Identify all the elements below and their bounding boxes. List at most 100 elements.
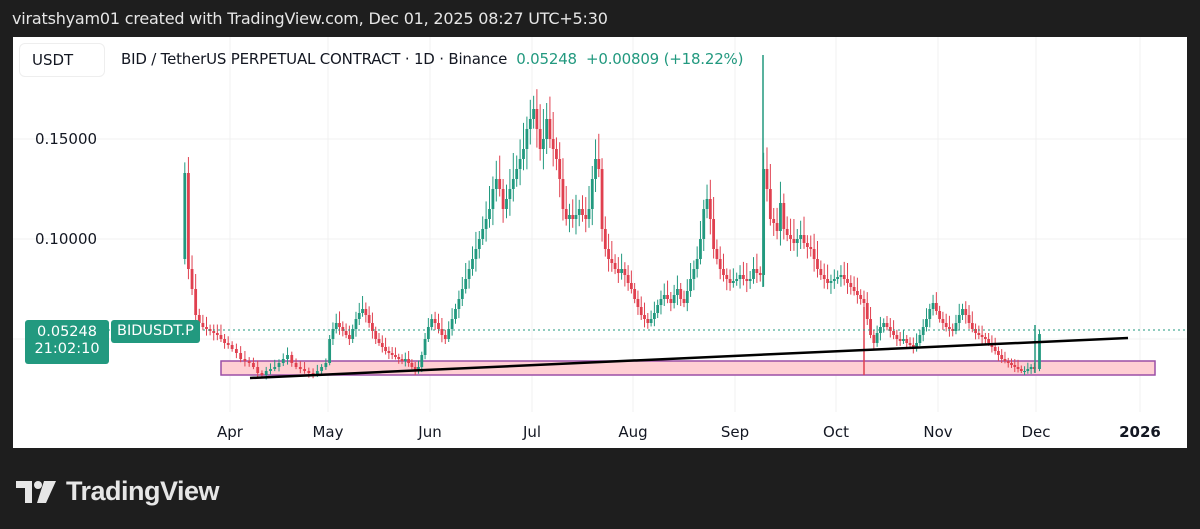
candle-down: [437, 323, 440, 329]
candle-down: [390, 353, 394, 355]
candle-down: [725, 275, 729, 279]
candle-down: [247, 361, 251, 363]
candle-down: [765, 169, 769, 189]
candle-down: [941, 319, 945, 323]
candle-up: [264, 371, 268, 375]
candle-down: [789, 235, 792, 239]
candle-up: [481, 229, 485, 239]
candle-down: [1013, 365, 1017, 367]
candle-down: [938, 311, 942, 319]
tradingview-brand[interactable]: TradingView: [16, 476, 220, 507]
candle-down: [538, 129, 542, 149]
chart-panel[interactable]: USDT BID / TetherUS PERPETUAL CONTRACT ·…: [13, 37, 1187, 448]
candle-down: [626, 275, 630, 283]
candle-up: [954, 323, 958, 331]
candle-up: [735, 279, 739, 281]
candle-down: [859, 295, 863, 299]
candle-up: [286, 355, 289, 359]
candle-down: [885, 323, 889, 327]
candle-up: [1026, 369, 1030, 371]
candle-down: [993, 347, 997, 351]
candle-down: [898, 339, 902, 341]
candle-down: [384, 347, 387, 351]
candle-down: [190, 269, 194, 289]
candle-up: [403, 359, 407, 361]
candle-down: [970, 323, 974, 329]
candle-up: [568, 215, 571, 219]
x-tick-label: Dec: [1021, 423, 1051, 441]
candle-down: [397, 357, 401, 359]
candle-down: [367, 315, 371, 323]
candle-down: [581, 209, 584, 215]
candle-down: [226, 343, 230, 345]
candle-up: [423, 339, 427, 355]
current-price-tag: 0.05248 21:02:10: [25, 320, 109, 364]
candle-down: [501, 189, 505, 209]
candle-down: [826, 279, 829, 283]
candle-down: [775, 223, 779, 231]
trendline: [249, 336, 1129, 380]
candle-down: [1000, 355, 1004, 359]
candle-down: [610, 259, 614, 263]
candle-up: [839, 275, 843, 277]
candle-up: [281, 359, 285, 363]
candle-down: [260, 373, 264, 375]
candle-up: [705, 199, 709, 209]
candle-down: [338, 323, 341, 327]
candle-down: [852, 287, 856, 291]
candle-down: [816, 259, 819, 269]
candle-down: [802, 235, 806, 243]
x-tick-label: 2026: [1119, 423, 1161, 441]
candle-up: [699, 239, 702, 259]
candle-up: [477, 239, 481, 249]
candle-down: [603, 229, 607, 249]
candle-down: [407, 359, 411, 363]
candle-down: [443, 335, 447, 339]
candle-down: [239, 353, 243, 359]
candle-down: [869, 319, 872, 335]
candle-up: [273, 367, 277, 369]
candle-up: [484, 219, 488, 229]
candle-down: [215, 333, 219, 335]
candle-down: [643, 315, 646, 319]
candle-down: [394, 355, 397, 357]
candle-down: [855, 291, 859, 295]
candle-down: [669, 299, 673, 303]
candle-up: [361, 309, 364, 313]
support-zone-rect: [220, 360, 1156, 376]
candle-up: [426, 327, 430, 339]
candle-down: [387, 351, 391, 353]
candle-down: [535, 109, 539, 129]
candle-up: [931, 303, 935, 309]
candle-up: [921, 327, 925, 335]
candle-up: [450, 319, 454, 329]
candlestick-chart[interactable]: [13, 37, 1187, 448]
candle-down: [888, 327, 892, 331]
candle-down: [555, 149, 558, 159]
candle-down: [908, 343, 912, 345]
candle-down: [722, 269, 725, 275]
candle-up: [488, 209, 491, 219]
candle-up: [334, 323, 338, 329]
symbol-description: BID / TetherUS PERPETUAL CONTRACT · 1D ·…: [121, 50, 508, 68]
candle-down: [755, 269, 759, 273]
candle-down: [252, 363, 255, 367]
candle-up: [494, 179, 498, 189]
candle-down: [967, 315, 971, 323]
candle-down: [205, 327, 208, 329]
candle-down: [600, 169, 604, 229]
x-tick-label: Jul: [522, 423, 542, 441]
candle-up: [351, 329, 355, 339]
candle-up: [925, 319, 928, 327]
x-tick-label: Oct: [823, 423, 849, 441]
candle-up: [692, 269, 696, 279]
candle-up: [464, 279, 468, 289]
current-price-value: 0.05248: [37, 324, 97, 340]
candle-down: [307, 371, 311, 373]
candle-up: [695, 259, 699, 269]
candle-down: [911, 345, 915, 347]
currency-selector[interactable]: USDT: [19, 43, 105, 77]
candle-up: [315, 371, 319, 375]
candle-up: [328, 339, 332, 363]
y-tick-label: 0.15000: [35, 130, 98, 148]
